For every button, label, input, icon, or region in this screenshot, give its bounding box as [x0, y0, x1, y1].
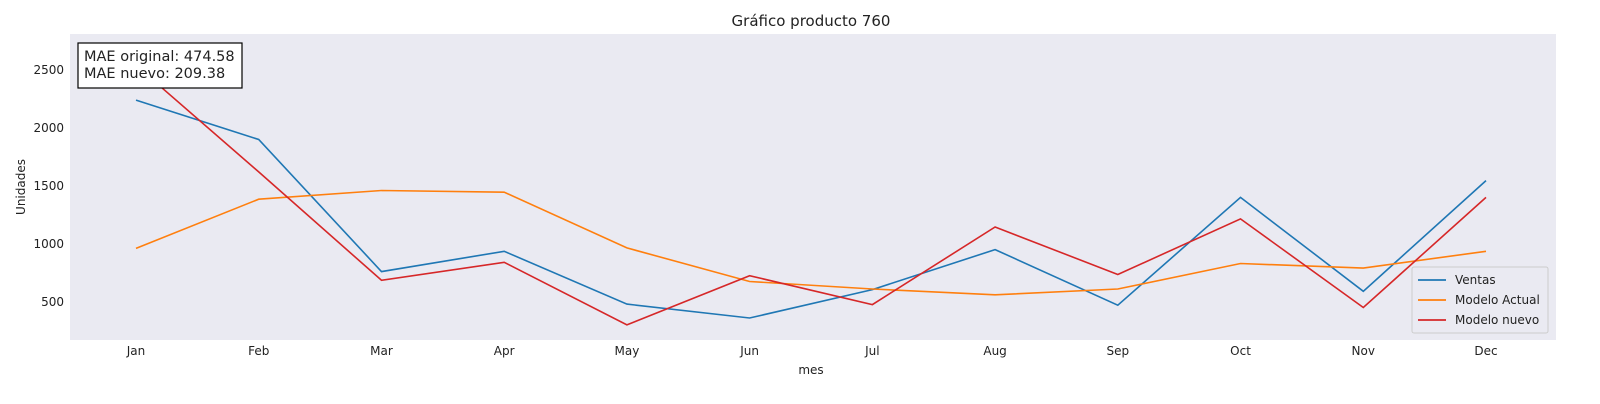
x-tick-label: Nov — [1352, 344, 1375, 358]
y-tick-label: 2500 — [33, 63, 64, 77]
x-tick-label: Mar — [370, 344, 393, 358]
y-tick-label: 2000 — [33, 121, 64, 135]
x-tick-label: Jul — [864, 344, 879, 358]
legend: Ventas Modelo Actual Modelo nuevo — [1411, 266, 1549, 334]
x-tick-label: Dec — [1474, 344, 1497, 358]
x-tick-label: Jan — [126, 344, 146, 358]
x-tick-label: Jun — [739, 344, 759, 358]
chart-title: Gráfico producto 760 — [732, 12, 891, 30]
y-axis-ticks: 500 1000 1500 2000 2500 — [33, 63, 64, 309]
legend-label-modelo-nuevo: Modelo nuevo — [1455, 313, 1539, 327]
legend-label-ventas: Ventas — [1455, 273, 1496, 287]
x-tick-label: Sep — [1107, 344, 1130, 358]
x-tick-label: Aug — [983, 344, 1006, 358]
y-tick-label: 1500 — [33, 179, 64, 193]
series-lines — [135, 64, 1487, 326]
y-tick-label: 1000 — [33, 237, 64, 251]
legend-label-modelo-actual: Modelo Actual — [1455, 293, 1540, 307]
series-line-modelo-nuevo — [135, 64, 1487, 326]
x-tick-label: Apr — [494, 344, 515, 358]
y-tick-label: 500 — [41, 295, 64, 309]
series-line-modelo-actual — [135, 189, 1487, 296]
y-axis-label: Unidades — [14, 159, 28, 215]
series-line-ventas — [135, 99, 1487, 319]
x-tick-label: Oct — [1230, 344, 1251, 358]
x-axis-ticks: Jan Feb Mar Apr May Jun Jul Aug Sep Oct Nov Dec — [126, 344, 1498, 358]
annotation-line-nuevo: MAE nuevo: 209.38 — [84, 66, 225, 82]
x-axis-label: mes — [798, 363, 823, 377]
annotation-box — [77, 42, 243, 89]
x-tick-label: May — [615, 344, 640, 358]
x-tick-label: Feb — [248, 344, 269, 358]
annotation-line-original: MAE original: 474.58 — [84, 49, 235, 65]
mae-annotation: MAE original: 474.58 MAE nuevo: 209.38 — [77, 42, 243, 89]
legend-box — [1411, 266, 1549, 334]
plot-area — [70, 34, 1556, 340]
